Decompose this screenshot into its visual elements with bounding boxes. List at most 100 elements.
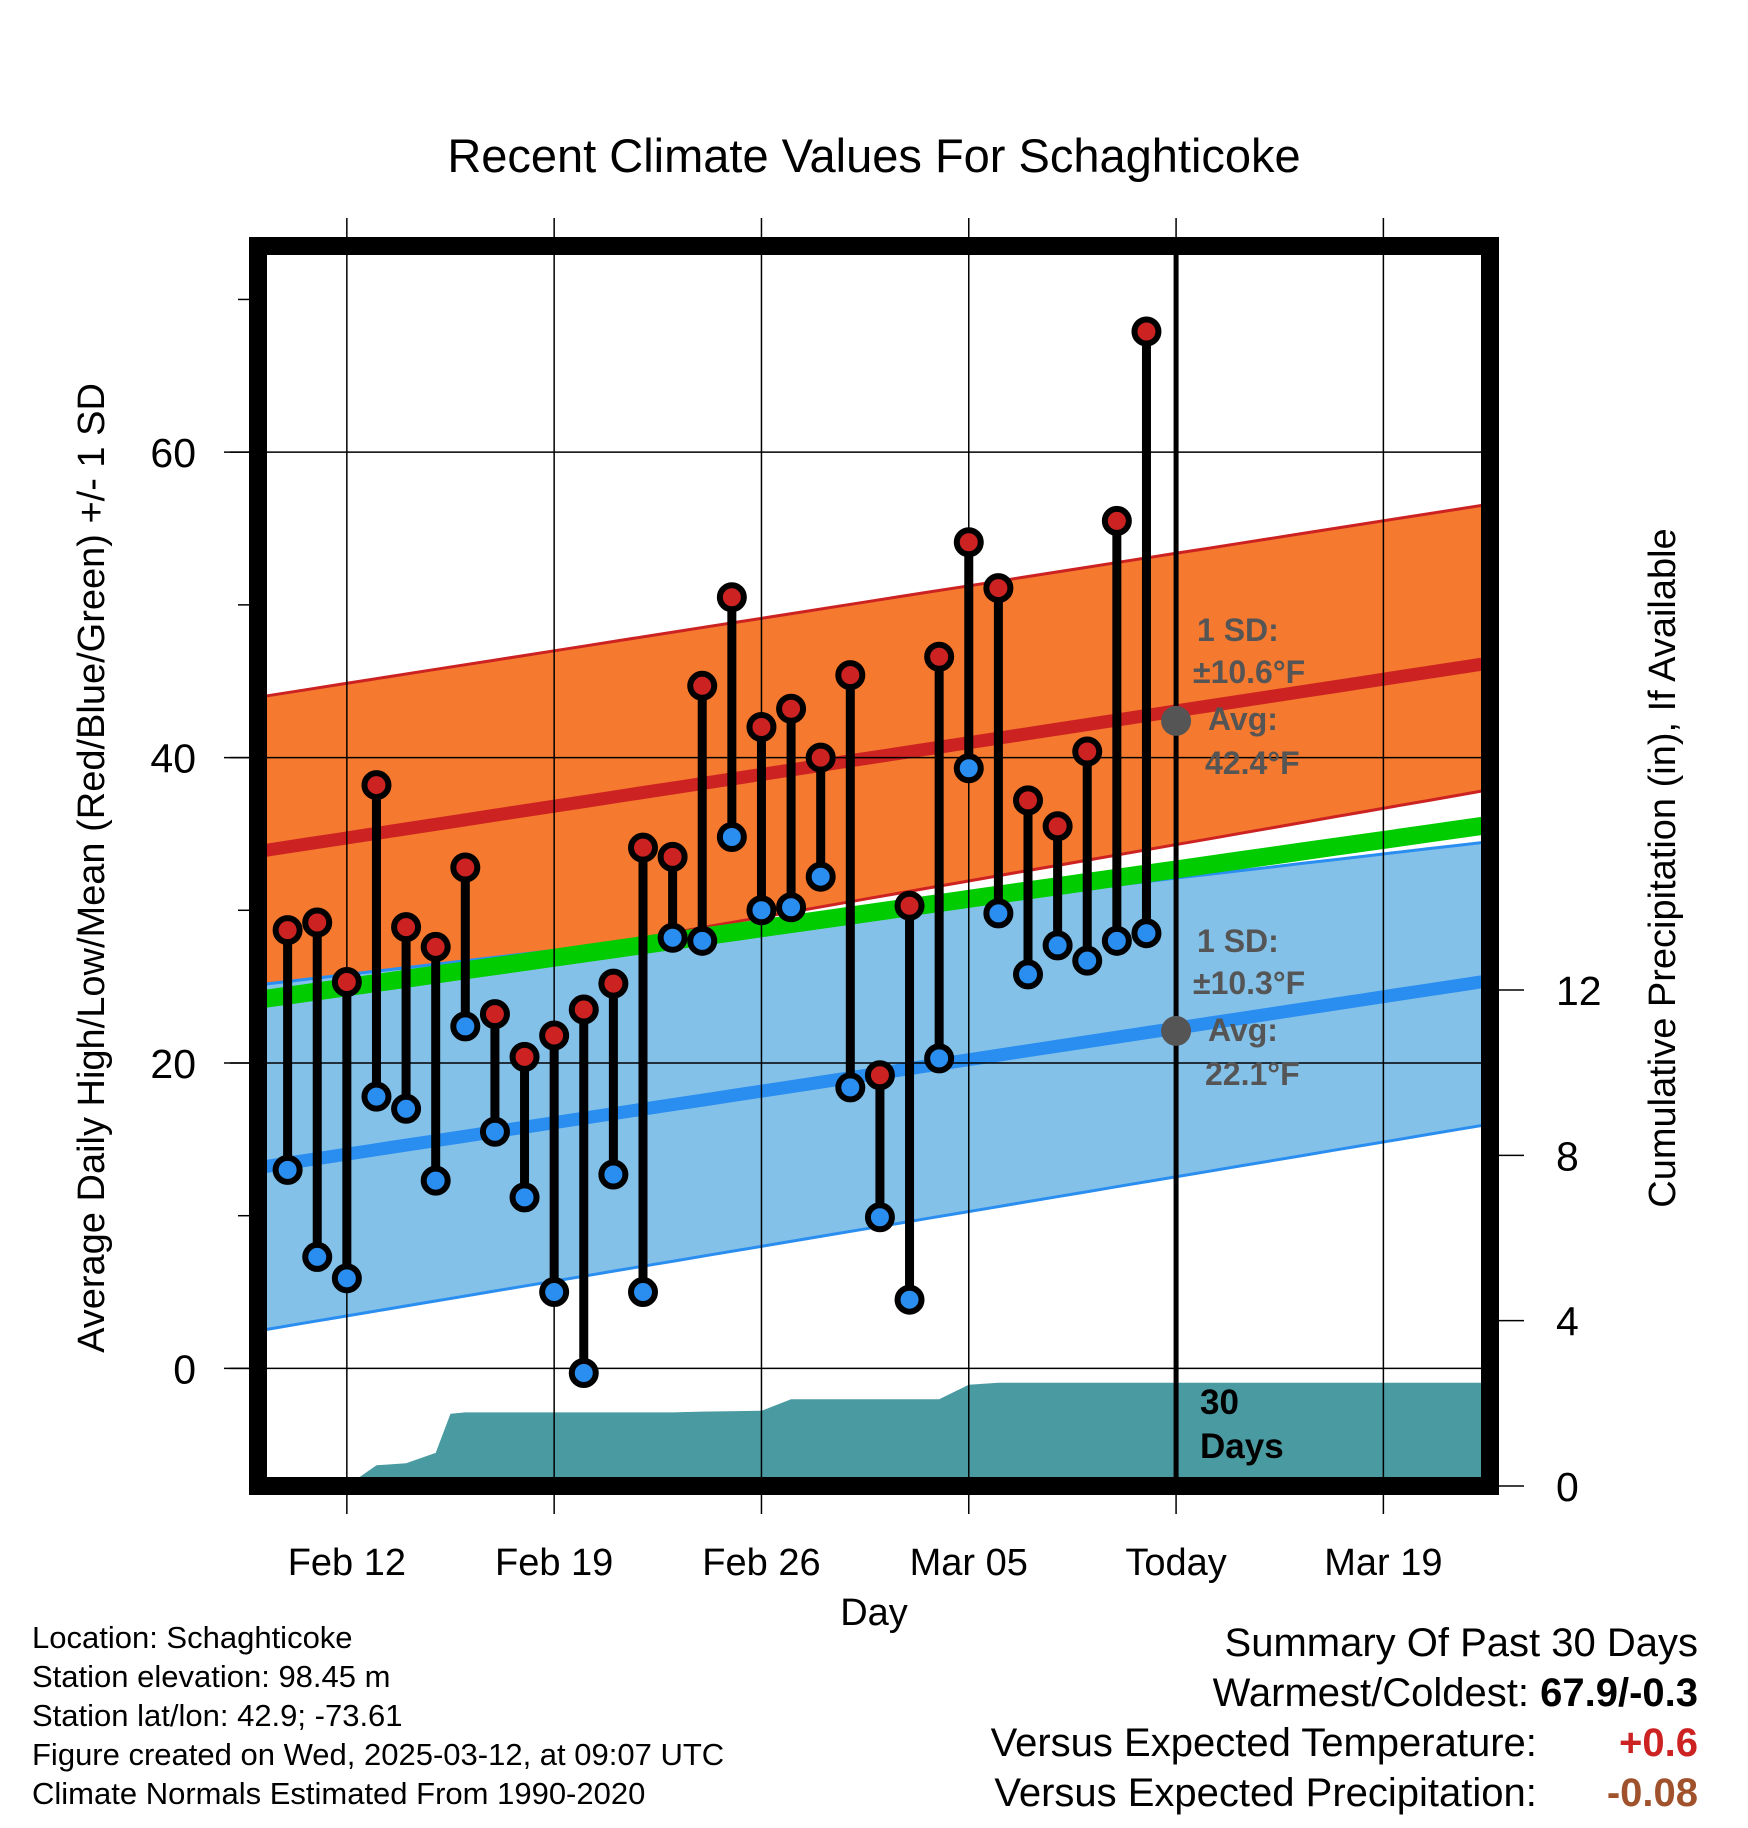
high-point	[864, 1060, 895, 1091]
low-point	[568, 1357, 599, 1388]
high-point	[983, 573, 1014, 604]
high-point	[716, 582, 747, 613]
high-point	[953, 527, 984, 558]
summary-warmest-row: Warmest/Coldest: 67.9/-0.3	[991, 1668, 1698, 1718]
high-point	[1013, 785, 1043, 816]
low-point	[331, 1263, 362, 1294]
high-point	[805, 742, 836, 773]
temp-label: Versus Expected Temperature:	[990, 1721, 1537, 1765]
low-point	[450, 1011, 481, 1042]
low-point	[1072, 945, 1103, 976]
high-point	[628, 832, 658, 863]
x-axis-label: Day	[840, 1592, 908, 1634]
low-point	[805, 861, 836, 892]
normals-text: Climate Normals Estimated From 1990-2020	[32, 1776, 646, 1811]
x-axis-tick-label: Today	[1125, 1542, 1226, 1584]
x-axis-tick-label: Feb 19	[495, 1542, 613, 1584]
summary-temp-row: Versus Expected Temperature: +0.6	[991, 1718, 1698, 1768]
high-point	[539, 1020, 570, 1051]
low-point	[1042, 930, 1073, 961]
low-point	[479, 1116, 510, 1147]
low-point	[1013, 959, 1043, 990]
precip-days-label: 30	[1200, 1383, 1239, 1422]
low-today-avg-marker	[1161, 1015, 1192, 1046]
station-info: Location: Schaghticoke Station elevation…	[32, 1618, 724, 1813]
low-point	[746, 895, 777, 926]
summary-title: Summary Of Past 30 Days	[1224, 1621, 1698, 1665]
high-sd-value: ±10.6°F	[1193, 654, 1305, 690]
high-point	[894, 890, 925, 921]
high-point	[746, 712, 777, 743]
x-axis-tick-label: Mar 19	[1324, 1542, 1442, 1584]
low-point	[983, 898, 1014, 929]
summary-precip-row: Versus Expected Precipitation: -0.08	[991, 1768, 1698, 1818]
latlon-text: Station lat/lon: 42.9; -73.61	[32, 1698, 403, 1733]
low-avg-value: 22.1°F	[1205, 1056, 1300, 1092]
high-point	[835, 660, 866, 691]
x-axis-tick-label: Feb 12	[288, 1542, 406, 1584]
warmest-label: Warmest/Coldest:	[1212, 1671, 1529, 1715]
temp-value: +0.6	[1619, 1721, 1698, 1765]
high-point	[479, 999, 510, 1030]
left-axis-tick-label: 0	[173, 1346, 196, 1392]
elevation-text: Station elevation: 98.45 m	[32, 1659, 391, 1694]
summary-panel: Summary Of Past 30 Days Warmest/Coldest:…	[991, 1618, 1698, 1818]
precip-days-label: Days	[1200, 1427, 1284, 1466]
high-avg-label: Avg:	[1208, 701, 1278, 737]
high-point	[361, 770, 392, 801]
created-text: Figure created on Wed, 2025-03-12, at 09…	[32, 1737, 725, 1772]
low-point	[302, 1241, 333, 1272]
low-point	[628, 1277, 658, 1308]
low-point	[420, 1165, 451, 1196]
location-text: Location: Schaghticoke	[32, 1620, 353, 1655]
precip-area	[346, 1382, 1490, 1486]
y-axis-label-right: Cumulative Precipitation (in), If Availa…	[1642, 528, 1684, 1207]
high-point	[1101, 505, 1132, 536]
low-point	[598, 1159, 629, 1190]
low-point	[835, 1072, 866, 1103]
high-point	[598, 968, 629, 999]
low-point	[657, 922, 688, 953]
right-axis-tick-label: 8	[1556, 1133, 1579, 1179]
high-point	[450, 852, 481, 883]
low-point	[1101, 925, 1132, 956]
right-axis-tick-label: 0	[1556, 1464, 1579, 1510]
left-axis-tick-label: 20	[150, 1041, 196, 1087]
x-axis-tick-label: Feb 26	[702, 1542, 820, 1584]
left-axis-tick-label: 60	[150, 430, 196, 476]
high-point	[1072, 736, 1103, 767]
high-point	[657, 841, 688, 872]
chart-title: Recent Climate Values For Schaghticoke	[447, 129, 1300, 182]
left-axis-tick-label: 40	[150, 736, 196, 782]
high-point	[1042, 811, 1073, 842]
high-point	[1131, 316, 1162, 347]
y-axis-label-left: Average Daily High/Low/Mean (Red/Blue/Gr…	[71, 383, 113, 1353]
x-axis-tick-label: Mar 05	[910, 1542, 1028, 1584]
high-point	[509, 1041, 540, 1072]
low-sd-value: ±10.3°F	[1193, 965, 1305, 1001]
plot-frame	[249, 237, 1499, 1495]
low-avg-label: Avg:	[1208, 1012, 1278, 1048]
low-point	[924, 1043, 955, 1074]
low-point	[361, 1081, 392, 1112]
high-point	[272, 915, 303, 946]
low-point	[716, 821, 747, 852]
warmest-value: 67.9/-0.3	[1540, 1671, 1698, 1715]
high-today-avg-marker	[1161, 705, 1192, 736]
right-axis-tick-label: 12	[1556, 968, 1602, 1014]
high-avg-value: 42.4°F	[1205, 745, 1300, 781]
low-sd-label: 1 SD:	[1197, 923, 1279, 959]
precip-value: -0.08	[1606, 1771, 1698, 1815]
low-point	[1131, 918, 1162, 949]
high-point	[924, 641, 955, 672]
high-point	[420, 931, 451, 962]
normal-mean-line	[258, 815, 1490, 1009]
precip-label: Versus Expected Precipitation:	[994, 1771, 1537, 1815]
high-point	[568, 994, 599, 1025]
high-point	[302, 907, 333, 938]
low-point	[687, 925, 718, 956]
low-point	[539, 1277, 570, 1308]
high-sd-label: 1 SD:	[1197, 612, 1279, 648]
low-point	[864, 1202, 895, 1233]
